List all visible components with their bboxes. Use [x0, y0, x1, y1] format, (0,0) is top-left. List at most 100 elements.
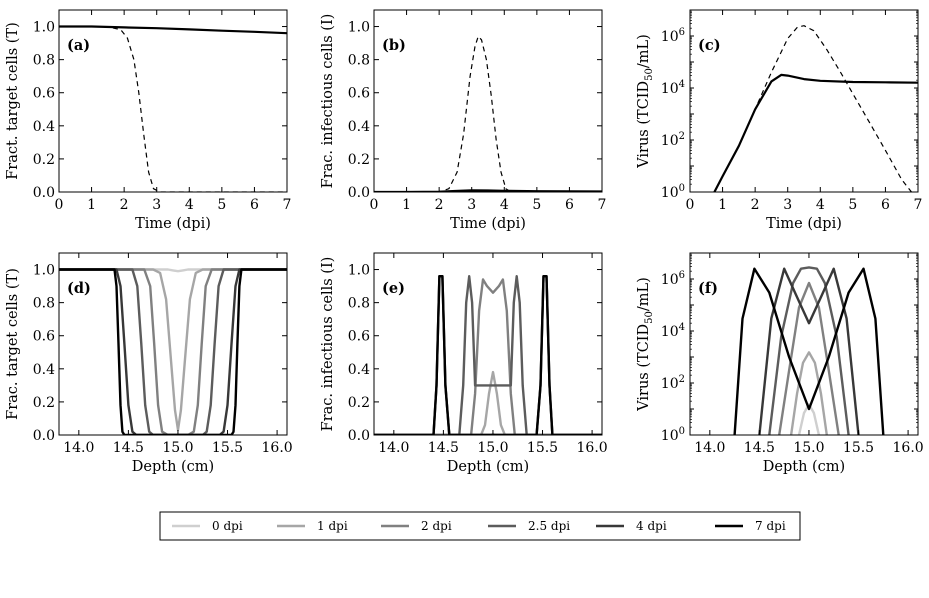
plot-frame — [373, 252, 603, 436]
x-tick-label: 3 — [152, 197, 161, 213]
y-axis-label: Virus (TCID50/mL) — [636, 34, 655, 169]
x-tick-label: 0 — [370, 197, 379, 213]
y-tick-label: 0.6 — [348, 86, 370, 102]
x-tick-label: 2 — [120, 197, 129, 213]
x-axis-label: Time (dpi) — [450, 216, 526, 232]
y-tick-label: 0.0 — [348, 428, 370, 444]
x-axis-label: Depth (cm) — [132, 459, 214, 475]
y-tick-label: 1.0 — [33, 263, 55, 279]
y-tick-label: 0.4 — [33, 119, 55, 135]
legend-label: 2 dpi — [421, 519, 452, 533]
y-tick-label: 100 — [661, 183, 685, 201]
y-tick-label: 0.0 — [348, 185, 370, 201]
x-tick-label: 2 — [435, 197, 444, 213]
x-tick-label: 4 — [816, 197, 825, 213]
series-line-f-0-dpi — [797, 403, 821, 435]
legend-frame — [159, 511, 801, 541]
y-tick-label: 0.4 — [348, 362, 370, 378]
y-tick-label: 102 — [661, 131, 685, 149]
x-tick-label: 3 — [467, 197, 476, 213]
x-tick-label: 5 — [217, 197, 226, 213]
x-tick-label: 4 — [185, 197, 194, 213]
y-tick-label: 0.2 — [33, 395, 55, 411]
panel-e: 14.0 14.5 15.0 15.5 16.0 0.0 0.2 0.4 0.6 0.8 1.0 De… — [320, 252, 608, 475]
panel-b: 0 1 2 3 4 5 6 7 0.0 0.2 0.4 0.6 0.8 1.0 Time (dpi) Frac… — [320, 9, 607, 232]
x-tick-label: 1 — [87, 197, 96, 213]
panel-f: 14.0 14.5 15.0 15.5 16.0 100 102 104 106 Depth (c… — [636, 252, 924, 475]
series-group-e — [374, 275, 602, 435]
series-line-a-solid — [59, 25, 287, 35]
y-axis-label: Frac. infectious cells (I) — [320, 14, 336, 189]
y-tick-label: 102 — [661, 374, 685, 392]
x-tick-label: 7 — [914, 197, 923, 213]
y-tick-label: 0.4 — [33, 362, 55, 378]
series-line-e-1-dpi — [374, 370, 602, 435]
series-line-d-2-dpi — [59, 268, 287, 435]
y-tick-label: 0.2 — [33, 152, 55, 168]
y-tick-label: 0.0 — [33, 428, 55, 444]
y-tick-label: 104 — [661, 79, 685, 97]
y-tick-label: 0.6 — [33, 329, 55, 345]
x-tick-label: 15.5 — [527, 440, 558, 456]
y-tick-label: 100 — [661, 426, 685, 444]
x-tick-label: 7 — [598, 197, 607, 213]
x-axis-label: Depth (cm) — [763, 459, 845, 475]
legend-label: 4 dpi — [636, 519, 667, 533]
plot-frame — [58, 9, 288, 193]
x-tick-label: 5 — [848, 197, 857, 213]
series-line-d-7-dpi — [59, 268, 287, 435]
x-tick-label: 0 — [55, 197, 64, 213]
x-tick-label: 14.0 — [378, 440, 409, 456]
series-line-f-1-dpi — [789, 351, 828, 435]
y-tick-label: 0.6 — [33, 86, 55, 102]
y-tick-label: 0.4 — [348, 119, 370, 135]
panel-a: 0 1 2 3 4 5 6 7 0.0 0.2 0.4 0.6 0.8 1.0 Time (dpi) Frac… — [5, 9, 292, 232]
x-tick-label: 2 — [751, 197, 760, 213]
series-line-b-dashed — [374, 35, 602, 192]
legend-label: 1 dpi — [317, 519, 348, 533]
series-line-e-4-dpi — [374, 275, 602, 435]
y-tick-label: 104 — [661, 322, 685, 340]
y-tick-label: 0.6 — [348, 329, 370, 345]
y-tick-label: 0.8 — [33, 296, 55, 312]
panel-d: 14.0 14.5 15.0 15.5 16.0 0.0 0.2 0.4 0.6 0.8 1.0 De… — [5, 252, 293, 475]
plot-frame — [689, 252, 919, 436]
panel-label: (a) — [67, 37, 90, 54]
y-tick-label: 1.0 — [348, 263, 370, 279]
panel-label: (f) — [698, 280, 718, 297]
x-tick-label: 14.5 — [428, 440, 459, 456]
panel-label: (c) — [698, 37, 721, 54]
y-tick-label: 1.0 — [33, 20, 55, 36]
y-axis-label: Frac. infectious cells (I) — [320, 257, 336, 432]
x-tick-label: 6 — [250, 197, 259, 213]
series-line-c-dashed — [713, 25, 912, 192]
panel-label: (b) — [382, 37, 406, 54]
y-axis-label: Frac. target cells (T) — [5, 268, 21, 420]
y-tick-label: 1.0 — [348, 20, 370, 36]
plot-frame — [373, 9, 603, 193]
y-tick-label: 106 — [661, 27, 685, 45]
series-group-b — [374, 35, 602, 192]
y-tick-label: 106 — [661, 270, 685, 288]
x-tick-label: 16.0 — [893, 440, 924, 456]
x-tick-label: 3 — [783, 197, 792, 213]
x-tick-label: 14.0 — [694, 440, 725, 456]
series-line-e-7-dpi — [374, 275, 602, 435]
plot-frame — [689, 9, 919, 193]
series-line-e-2-dpi — [374, 278, 602, 435]
series-line-a-dashed — [59, 25, 287, 192]
series-group-c — [713, 25, 918, 192]
x-tick-label: 5 — [532, 197, 541, 213]
x-tick-label: 15.0 — [793, 440, 824, 456]
series-line-d-1-dpi — [59, 268, 287, 432]
x-tick-label: 7 — [283, 197, 292, 213]
series-line-f-2-dpi — [778, 281, 840, 435]
legend: 0 dpi 1 dpi 2 dpi 2.5 dpi 4 dpi 7 dpi — [159, 511, 801, 541]
x-tick-label: 1 — [402, 197, 411, 213]
series-group-a — [59, 25, 287, 192]
x-tick-label: 16.0 — [577, 440, 608, 456]
x-tick-label: 15.0 — [477, 440, 508, 456]
panel-label: (d) — [67, 280, 91, 297]
x-tick-label: 4 — [500, 197, 509, 213]
